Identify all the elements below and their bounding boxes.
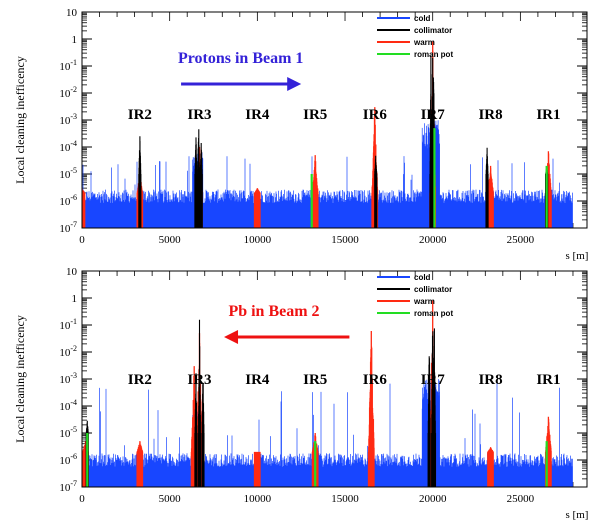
warm-loss-cluster (367, 331, 375, 487)
y-tick-label: 10-7 (59, 220, 77, 235)
legend-label: cold (414, 14, 431, 23)
legend: cold collimator warm roman pot (377, 273, 453, 318)
x-tick-label: 15000 (331, 493, 359, 505)
plot-frame-top (81, 11, 588, 229)
legend-label: cold (414, 273, 431, 282)
x-tick-label: 20000 (419, 493, 447, 505)
legend-label: warm (413, 38, 435, 47)
warm-loss-cluster (487, 447, 494, 487)
y-tick-label: 10-3 (59, 371, 77, 386)
y-axis-label: Local cleaning inefficency (13, 315, 27, 443)
plot-area (82, 41, 573, 228)
collimator-loss-spike (374, 155, 378, 228)
collimator-loss-spike (194, 373, 198, 487)
y-tick-label: 10-1 (59, 317, 77, 332)
ir-label: IR7 (421, 372, 446, 388)
legend-label: collimator (414, 285, 452, 294)
legend-label: warm (413, 297, 435, 306)
y-tick-label: 10-7 (59, 479, 77, 494)
collimator-loss-spike (138, 136, 142, 228)
ir-label: IR1 (536, 107, 560, 123)
beam-annotation: Pb in Beam 2 (224, 303, 350, 344)
ir-label: IR5 (303, 107, 327, 123)
y-tick-label: 10-2 (59, 344, 77, 359)
collimator-loss-spike (197, 129, 201, 228)
y-tick-label: 10-5 (59, 425, 77, 440)
legend-label: collimator (414, 26, 452, 35)
x-tick-label: 20000 (419, 234, 447, 246)
ir-label: IR6 (363, 372, 388, 388)
beam-annotation: Protons in Beam 1 (178, 50, 303, 91)
y-tick-label: 10 (66, 266, 78, 278)
x-axis-label: s [m] (566, 250, 589, 262)
y-tick-label: 10 (66, 7, 78, 19)
ir-label: IR5 (303, 372, 327, 388)
ir-label: IR8 (478, 372, 502, 388)
ir-label: IR8 (478, 107, 502, 123)
arrow-head (287, 77, 302, 91)
ir-label: IR2 (128, 107, 152, 123)
y-tick-label: 10-6 (59, 193, 77, 208)
collimator-loss-spike (432, 328, 437, 487)
y-tick-label: 10-2 (59, 85, 77, 100)
legend-label: roman pot (414, 309, 453, 318)
legend: cold collimator warm roman pot (377, 14, 453, 59)
ir-label: IR6 (363, 107, 388, 123)
warm-loss-cluster (253, 451, 261, 487)
y-tick-label: 10-4 (59, 398, 77, 413)
y-tick-label: 10-1 (59, 58, 77, 73)
collimator-loss-spike (197, 319, 202, 487)
collimator-loss-spike (485, 147, 489, 228)
x-tick-label: 10000 (244, 234, 272, 246)
collimator-loss-spike (194, 137, 198, 228)
ir-label: IR3 (187, 107, 211, 123)
y-tick-label: 1 (72, 34, 78, 46)
warm-loss-cluster (136, 441, 144, 487)
annotation-text: Protons in Beam 1 (178, 50, 303, 67)
x-tick-label: 25000 (507, 234, 535, 246)
x-tick-label: 10000 (244, 493, 272, 505)
y-tick-label: 10-3 (59, 112, 77, 127)
y-tick-label: 10-5 (59, 166, 77, 181)
y-axis-label: Local cleaning inefficency (13, 56, 27, 184)
ir-label: IR3 (187, 372, 211, 388)
x-tick-label: 15000 (331, 234, 359, 246)
x-tick-label: 5000 (159, 234, 182, 246)
warm-loss-cluster (253, 188, 261, 228)
x-tick-label: 0 (79, 493, 85, 505)
ir-label: IR1 (536, 372, 560, 388)
arrow-head (224, 330, 239, 344)
x-tick-label: 25000 (507, 493, 535, 505)
collimator-loss-spike (199, 143, 203, 228)
chart-panel-top: 10 1 10-1 10-2 10-3 10-4 10-5 10-6 10-70 5000 1000… (13, 7, 588, 262)
ir-label: IR4 (245, 372, 270, 388)
y-tick-label: 1 (72, 293, 78, 305)
annotation-text: Pb in Beam 2 (228, 303, 319, 320)
chart-panel-bottom: 10 1 10-1 10-2 10-3 10-4 10-5 10-6 10-70 5000 1000… (13, 266, 588, 521)
plot-frame-top (81, 270, 588, 488)
y-tick-label: 10-6 (59, 452, 77, 467)
plot-area (82, 300, 573, 487)
x-tick-label: 5000 (159, 493, 182, 505)
ir-label: IR7 (421, 107, 446, 123)
collimator-loss-spike (201, 382, 205, 487)
legend-label: roman pot (414, 50, 453, 59)
y-tick-label: 10-4 (59, 139, 77, 154)
x-tick-label: 0 (79, 234, 85, 246)
collimator-loss-spike (427, 356, 431, 487)
ir-label: IR4 (245, 107, 270, 123)
x-axis-label: s [m] (566, 509, 589, 521)
ir-label: IR2 (128, 372, 152, 388)
